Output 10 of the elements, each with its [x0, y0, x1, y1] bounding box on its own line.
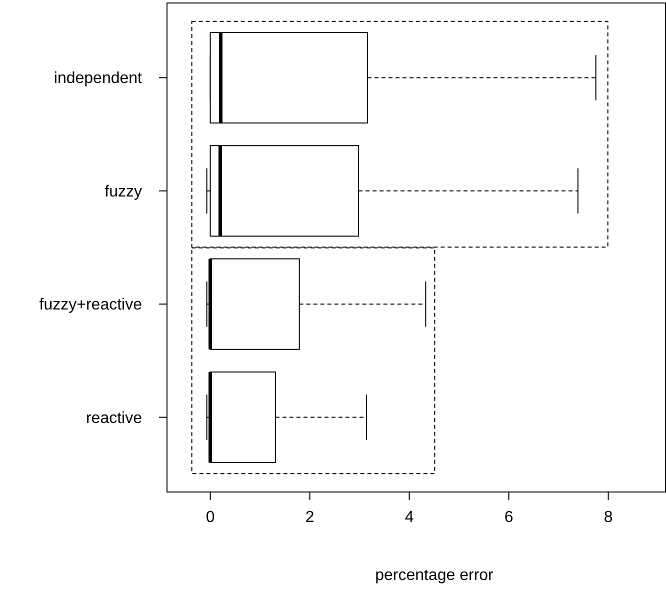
x-tick-label: 2 [305, 509, 314, 526]
x-tick-label: 4 [404, 509, 414, 526]
x-tick-label: 0 [206, 509, 215, 526]
x-tick-label: 6 [504, 509, 514, 526]
y-tick-label: independent [54, 70, 143, 88]
y-tick-label: fuzzy+reactive [39, 296, 142, 314]
x-axis-title: percentage error [375, 567, 494, 584]
x-tick-label: 8 [604, 509, 613, 526]
y-tick-label: fuzzy [104, 183, 142, 200]
y-tick-label: reactive [86, 410, 142, 427]
